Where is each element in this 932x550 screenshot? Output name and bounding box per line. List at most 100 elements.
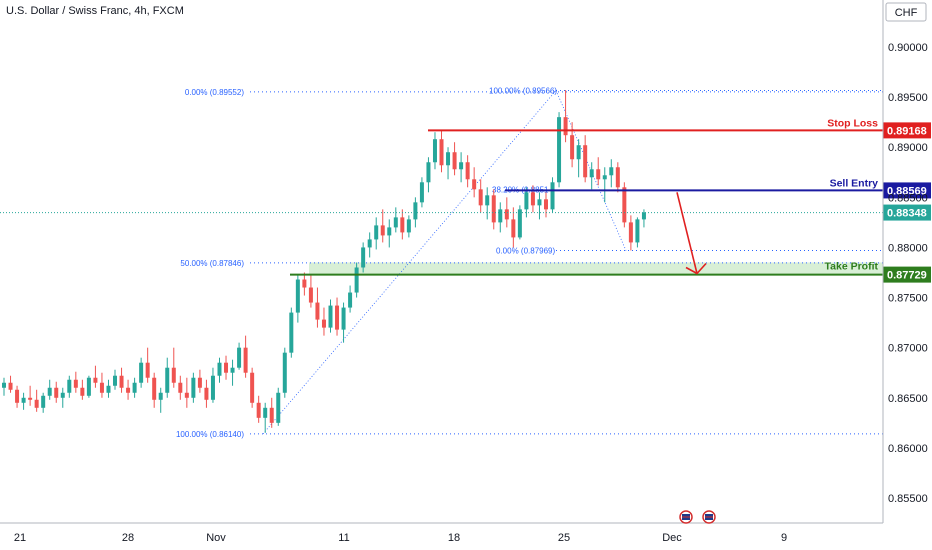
candle-body	[315, 302, 320, 320]
candle	[73, 371, 78, 393]
candle-body	[609, 167, 614, 176]
candle-body	[295, 279, 300, 313]
candle	[615, 162, 620, 193]
candle	[210, 367, 215, 403]
chart-title: U.S. Dollar / Swiss Franc, 4h, FXCM	[6, 5, 184, 17]
candle	[250, 367, 255, 408]
candle-body	[583, 145, 588, 178]
candle-body	[348, 292, 353, 308]
candle	[184, 377, 189, 408]
candle-body	[204, 387, 209, 400]
candle-body	[21, 397, 26, 403]
arrow-shaft	[676, 192, 698, 274]
stop-loss-label: Stop Loss	[827, 117, 878, 129]
candle-body	[557, 117, 562, 183]
candle-body	[511, 219, 516, 238]
candle-body	[41, 395, 46, 408]
candle	[576, 139, 581, 178]
candle-body	[472, 179, 477, 190]
candle	[113, 369, 118, 390]
currency-box	[885, 2, 927, 22]
candle	[289, 307, 294, 358]
price-tag-value: 0.87729	[887, 270, 927, 282]
candle	[452, 142, 457, 176]
candle	[361, 242, 366, 273]
candle-body	[321, 319, 326, 328]
candle-body	[243, 347, 248, 373]
candle	[432, 132, 437, 170]
candle-body	[537, 199, 542, 206]
candle-body	[328, 305, 333, 328]
candle-body	[543, 199, 548, 210]
fib-level-label: 100.00% (0.89566)	[489, 86, 557, 95]
candle-body	[113, 375, 118, 386]
candle	[237, 342, 242, 370]
fib-level-label: 50.00% (0.87846)	[180, 259, 244, 268]
candle-body	[380, 225, 385, 236]
candle	[374, 217, 379, 250]
candle-body	[361, 247, 366, 268]
candle	[406, 215, 411, 238]
currency-label: CHF	[895, 7, 918, 19]
take-profit-price-tag: 0.87729	[883, 266, 931, 283]
candle-body	[15, 389, 20, 403]
candle-body	[465, 162, 470, 180]
candle	[243, 335, 248, 378]
candle-body	[530, 192, 535, 206]
candle-body	[47, 387, 52, 396]
candle	[54, 381, 59, 403]
candle-body	[165, 367, 170, 393]
candle-body	[2, 382, 6, 388]
candle	[269, 397, 274, 428]
candle-body	[426, 162, 431, 183]
candle-body	[635, 219, 640, 243]
candle-body	[86, 377, 91, 396]
candle-body	[615, 167, 620, 188]
event-flag-icon	[702, 510, 716, 524]
candle-body	[269, 407, 274, 423]
candle-body	[282, 352, 287, 393]
candle	[537, 192, 542, 220]
candle	[15, 385, 20, 408]
y-tick-label: 0.85500	[888, 493, 928, 505]
candle	[224, 355, 229, 380]
candle	[126, 379, 131, 400]
candle	[628, 215, 633, 251]
candle	[491, 189, 496, 230]
candle-body	[302, 279, 307, 288]
candle	[93, 365, 98, 388]
arrow-head	[685, 262, 707, 275]
candle-body	[224, 362, 229, 373]
candle-body	[256, 402, 261, 418]
price-tag-bg	[883, 266, 931, 283]
candle	[295, 275, 300, 323]
candle-body	[400, 217, 405, 233]
candle	[641, 209, 646, 228]
candle	[139, 357, 144, 388]
x-tick-label: 11	[338, 532, 349, 544]
candle	[152, 372, 157, 408]
candle	[341, 302, 346, 343]
x-tick-label: Dec	[662, 532, 682, 544]
candle	[557, 112, 562, 188]
candle	[282, 347, 287, 398]
candle-body	[145, 362, 150, 378]
candle	[321, 307, 326, 336]
y-tick-label: 0.88000	[888, 242, 928, 254]
candle-body	[596, 169, 601, 180]
candle-body	[132, 382, 137, 393]
candle	[426, 157, 431, 193]
candle-body	[217, 362, 222, 376]
take-profit-zone	[309, 262, 883, 275]
candle	[504, 197, 509, 228]
candle-body	[210, 375, 215, 400]
candle	[106, 379, 111, 398]
candle-body	[354, 267, 359, 293]
candle-body	[406, 219, 411, 233]
price-tag-value: 0.89168	[887, 125, 927, 137]
price-tag-bg	[883, 182, 931, 199]
candle	[367, 232, 372, 258]
candle-body	[93, 377, 98, 383]
